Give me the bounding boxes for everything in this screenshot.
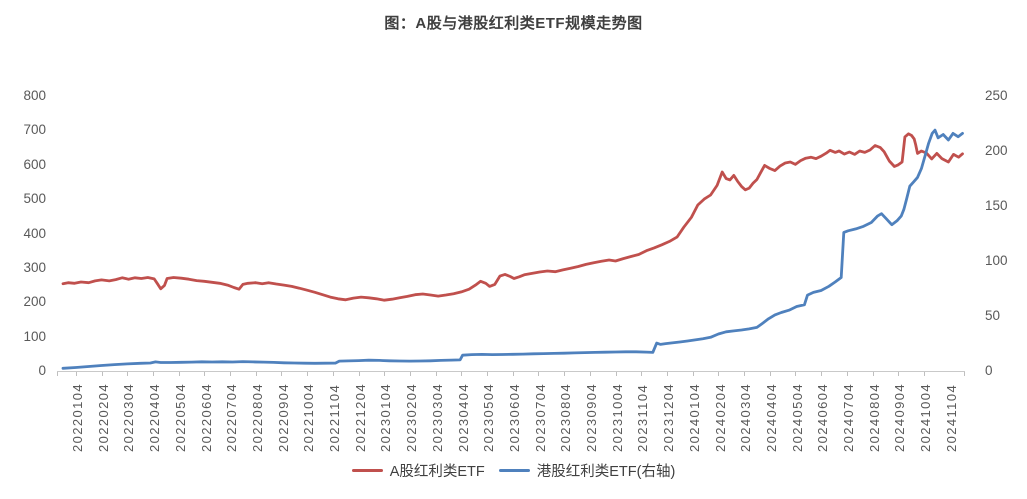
x-axis-tick (75, 372, 77, 376)
x-axis-tick-label: 20230604 (506, 382, 522, 452)
x-axis-tick (589, 372, 591, 376)
x-axis-tick-label: 20241004 (918, 382, 934, 452)
left-axis-tick-label: 200 (23, 294, 46, 310)
x-axis-tick (923, 372, 925, 376)
x-axis-tick (57, 372, 58, 376)
x-axis-baseline (57, 371, 965, 372)
x-axis-tick (487, 372, 489, 376)
x-axis-tick-label: 20240204 (712, 382, 728, 452)
x-axis-tick (332, 372, 334, 376)
x-axis-tick (744, 372, 746, 376)
x-axis-tick-label: 20221004 (301, 382, 317, 452)
x-axis-tick-label: 20240404 (763, 382, 779, 452)
right-axis-tick-label: 200 (985, 143, 1008, 158)
x-axis-tick (821, 372, 823, 376)
left-axis-tick-label: 600 (23, 156, 46, 172)
x-axis-tick-label: 20231204 (661, 382, 677, 452)
x-axis-tick-label: 20240704 (841, 382, 856, 452)
x-axis-tick-label: 20220204 (95, 382, 111, 452)
x-axis-tick (692, 372, 694, 376)
x-axis-tick (718, 372, 720, 376)
x-axis-tick (435, 372, 437, 376)
x-axis-tick-label: 20230104 (378, 382, 394, 452)
x-axis-tick-label: 20230904 (584, 382, 599, 452)
legend-item-hk-share: 港股红利类ETF(右轴) (498, 460, 676, 481)
x-axis-tick-label: 20221104 (327, 383, 342, 452)
x-axis-tick (152, 372, 154, 376)
x-axis-tick (127, 372, 129, 376)
x-axis-tick (564, 372, 566, 376)
legend-label-hk-share: 港股红利类ETF(右轴) (536, 464, 676, 480)
x-axis-tick-label: 20220804 (249, 382, 265, 452)
x-axis-tick-label: 20220604 (198, 382, 214, 452)
x-axis-tick (512, 372, 514, 376)
left-axis-tick-label: 700 (23, 122, 46, 138)
x-axis-tick (101, 372, 103, 376)
x-axis-tick-label: 20241104 (943, 383, 959, 452)
x-axis-tick-label: 20240504 (789, 382, 805, 452)
legend-label-a-share: A股红利类ETF (389, 464, 485, 480)
x-axis-tick-label: 20220104 (70, 382, 85, 452)
x-axis-tick (795, 372, 797, 376)
x-axis-tick (461, 372, 463, 376)
x-axis-tick-label: 20231004 (609, 382, 625, 452)
x-axis-tick-label: 20220504 (172, 382, 188, 452)
x-axis-tick-label: 20240904 (892, 382, 908, 452)
left-axis-tick-label: 300 (23, 259, 46, 275)
x-axis-tick (898, 372, 900, 376)
right-axis-tick-label: 100 (985, 253, 1008, 268)
legend-item-a-share: A股红利类ETF (351, 460, 485, 481)
x-axis-tick-label: 20240104 (686, 382, 702, 452)
x-axis-tick-label: 20220304 (121, 382, 137, 452)
chart-legend: A股红利类ETF 港股红利类ETF(右轴) (0, 460, 1027, 481)
x-axis-tick-label: 20230504 (481, 382, 497, 452)
x-axis-tick-label: 20230204 (404, 382, 420, 452)
left-axis-tick-label: 100 (23, 328, 46, 344)
left-axis-tick-label: 500 (23, 191, 46, 207)
hk-share-line-marker (498, 469, 530, 472)
x-axis-tick (872, 372, 874, 376)
x-axis-tick (538, 372, 540, 376)
x-axis-tick-label: 20240804 (866, 382, 882, 452)
right-axis-tick-label: 50 (985, 308, 1001, 323)
x-axis-tick-label: 20231104 (635, 383, 651, 452)
x-axis-tick-label: 20230804 (558, 382, 574, 452)
x-axis-tick (846, 372, 848, 376)
x-axis-tick (255, 372, 257, 376)
x-axis-tick (307, 372, 309, 376)
left-axis-tick-label: 0 (38, 363, 46, 378)
x-axis-tick (178, 372, 180, 376)
x-axis-tick (358, 372, 360, 376)
hk-share-etf-line (61, 128, 964, 370)
left-axis-tick-label: 800 (23, 88, 46, 103)
x-axis-tick (964, 372, 965, 376)
right-axis-tick-label: 0 (985, 363, 993, 378)
x-axis-tick (641, 372, 643, 376)
x-axis-tick (230, 372, 232, 376)
x-axis-tick-label: 20221204 (352, 382, 368, 452)
x-axis-tick-label: 20240304 (738, 382, 754, 452)
x-axis-tick-label: 20230704 (532, 382, 548, 452)
x-axis-tick (769, 372, 771, 376)
right-axis-tick-label: 250 (985, 88, 1008, 103)
right-axis-tick-label: 150 (985, 198, 1008, 213)
x-axis-tick (204, 372, 206, 376)
x-axis-tick (384, 372, 386, 376)
x-axis-tick-label: 20220704 (224, 382, 240, 452)
x-axis-tick-label: 20230304 (429, 382, 445, 452)
x-axis-tick-label: 20240604 (815, 382, 831, 452)
a-share-line-marker (351, 469, 383, 472)
x-axis-tick-label: 20230404 (455, 382, 471, 452)
x-axis-tick (666, 372, 668, 376)
x-axis-tick (615, 372, 617, 376)
x-axis-tick (281, 372, 283, 376)
x-axis-tick-label: 20220904 (275, 382, 291, 452)
left-axis-tick-label: 400 (23, 225, 46, 241)
chart-title: 图：A股与港股红利类ETF规模走势图 (384, 15, 643, 32)
a-share-etf-line (61, 132, 964, 302)
x-axis-tick (409, 372, 411, 376)
x-axis-tick-label: 20220404 (147, 382, 163, 452)
